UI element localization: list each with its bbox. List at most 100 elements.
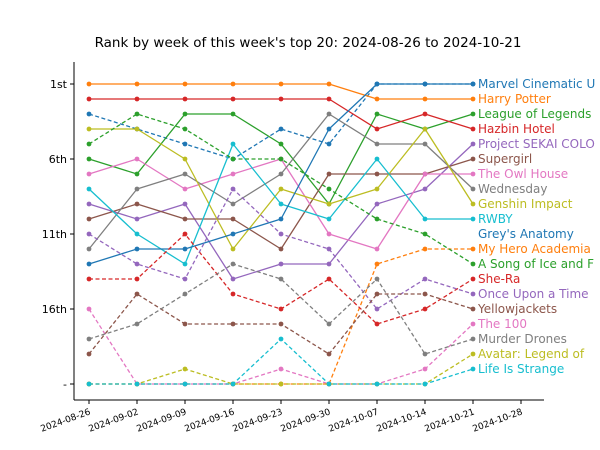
series-point bbox=[230, 291, 236, 297]
series-point bbox=[86, 336, 92, 342]
series-point bbox=[182, 171, 188, 177]
series-line bbox=[89, 98, 474, 130]
series-point bbox=[182, 111, 188, 117]
series-point bbox=[230, 81, 236, 87]
x-tick-label: 2024-09-16 bbox=[183, 407, 236, 434]
series-point bbox=[422, 186, 428, 192]
series-point bbox=[470, 291, 476, 297]
series-point bbox=[326, 381, 332, 387]
series-point bbox=[86, 246, 92, 252]
series-point bbox=[422, 141, 428, 147]
series-7 bbox=[86, 111, 476, 252]
series-point bbox=[422, 96, 428, 102]
series-point bbox=[182, 381, 188, 387]
series-point bbox=[278, 81, 284, 87]
series-point bbox=[422, 306, 428, 312]
series-point bbox=[230, 156, 236, 162]
series-end-label: Yellowjackets bbox=[477, 302, 557, 316]
series-point bbox=[278, 171, 284, 177]
series-14 bbox=[86, 186, 476, 312]
series-point bbox=[326, 246, 332, 252]
series-end-label: Supergirl bbox=[478, 152, 532, 166]
series-end-label: League of Legends bbox=[478, 107, 591, 121]
series-point bbox=[374, 111, 380, 117]
series-point bbox=[134, 321, 140, 327]
series-line bbox=[88, 263, 474, 355]
series-point bbox=[422, 276, 428, 282]
series-point bbox=[470, 141, 476, 147]
x-tick-label: 2024-09-09 bbox=[135, 407, 188, 434]
series-end-label: Marvel Cinematic U bbox=[478, 77, 595, 91]
series-point bbox=[470, 261, 476, 267]
series-point bbox=[470, 186, 476, 192]
series-point bbox=[86, 216, 92, 222]
series-point bbox=[182, 276, 188, 282]
series-point bbox=[134, 81, 140, 87]
series-point bbox=[86, 381, 92, 387]
series-point bbox=[134, 126, 140, 132]
series-0 bbox=[86, 81, 476, 162]
series-point bbox=[182, 186, 188, 192]
x-tick-label: 2024-10-14 bbox=[375, 407, 428, 434]
series-point bbox=[230, 381, 236, 387]
series-point bbox=[278, 141, 284, 147]
series-11 bbox=[86, 246, 476, 387]
series-point bbox=[470, 336, 476, 342]
series-point bbox=[374, 96, 380, 102]
series-point bbox=[326, 261, 332, 267]
x-tick-label: 2024-10-28 bbox=[471, 407, 524, 434]
x-tick-label: 2024-09-30 bbox=[279, 407, 332, 434]
series-point bbox=[278, 96, 284, 102]
series-point bbox=[374, 246, 380, 252]
series-point bbox=[326, 216, 332, 222]
series-point bbox=[86, 261, 92, 267]
series-point bbox=[230, 186, 236, 192]
series-point bbox=[230, 246, 236, 252]
series-point bbox=[422, 171, 428, 177]
series-point bbox=[134, 201, 140, 207]
series-12 bbox=[86, 111, 476, 267]
series-point bbox=[134, 231, 140, 237]
series-point bbox=[182, 201, 188, 207]
series-13 bbox=[86, 231, 476, 327]
series-point bbox=[86, 351, 92, 357]
series-point bbox=[86, 306, 92, 312]
series-point bbox=[134, 96, 140, 102]
series-point bbox=[134, 156, 140, 162]
series-point bbox=[134, 216, 140, 222]
series-point bbox=[278, 381, 284, 387]
x-tick-label: 2024-10-21 bbox=[423, 407, 476, 434]
series-end-label: My Hero Academia bbox=[478, 242, 591, 256]
series-point bbox=[86, 156, 92, 162]
series-point bbox=[470, 216, 476, 222]
series-17 bbox=[86, 261, 476, 357]
series-point bbox=[86, 276, 92, 282]
series-end-label: Hazbin Hotel bbox=[478, 122, 555, 136]
series-point bbox=[182, 81, 188, 87]
series-point bbox=[86, 171, 92, 177]
series-10 bbox=[86, 81, 476, 267]
series-point bbox=[182, 291, 188, 297]
series-4 bbox=[86, 141, 476, 282]
series-point bbox=[134, 186, 140, 192]
series-point bbox=[230, 231, 236, 237]
series-point bbox=[134, 171, 140, 177]
x-tick-label: 2024-10-07 bbox=[327, 407, 380, 434]
series-point bbox=[374, 81, 380, 87]
series-point bbox=[422, 216, 428, 222]
series-end-label: Harry Potter bbox=[478, 92, 551, 106]
series-end-label: She-Ra bbox=[478, 272, 520, 286]
series-point bbox=[470, 321, 476, 327]
series-point bbox=[86, 81, 92, 87]
series-point bbox=[230, 201, 236, 207]
series-point bbox=[422, 351, 428, 357]
series-point bbox=[422, 381, 428, 387]
series-end-label: The 100 bbox=[477, 317, 527, 331]
series-end-label: Once Upon a Time bbox=[478, 287, 589, 301]
series-point bbox=[278, 276, 284, 282]
series-point bbox=[182, 96, 188, 102]
series-point bbox=[86, 231, 92, 237]
series-point bbox=[278, 246, 284, 252]
x-tick-label: 2024-08-26 bbox=[39, 407, 92, 434]
